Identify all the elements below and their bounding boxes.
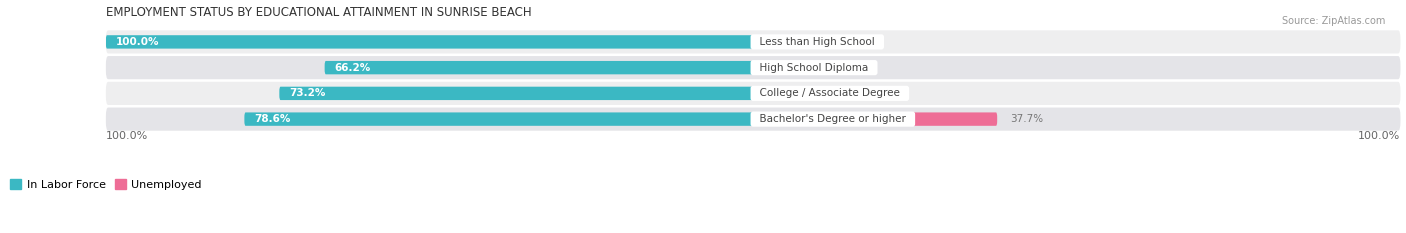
FancyBboxPatch shape <box>280 87 754 100</box>
Text: 0.0%: 0.0% <box>799 37 825 47</box>
Text: Less than High School: Less than High School <box>754 37 882 47</box>
FancyBboxPatch shape <box>105 108 1400 131</box>
Text: EMPLOYMENT STATUS BY EDUCATIONAL ATTAINMENT IN SUNRISE BEACH: EMPLOYMENT STATUS BY EDUCATIONAL ATTAINM… <box>105 6 531 19</box>
Text: 0.0%: 0.0% <box>799 88 825 98</box>
Text: 66.2%: 66.2% <box>335 63 371 73</box>
FancyBboxPatch shape <box>754 35 786 49</box>
Text: 100.0%: 100.0% <box>105 131 148 141</box>
FancyBboxPatch shape <box>754 61 786 74</box>
Text: 73.2%: 73.2% <box>290 88 325 98</box>
FancyBboxPatch shape <box>325 61 754 74</box>
FancyBboxPatch shape <box>754 113 997 126</box>
Text: 78.6%: 78.6% <box>254 114 291 124</box>
Text: 0.0%: 0.0% <box>799 63 825 73</box>
Text: High School Diploma: High School Diploma <box>754 63 875 73</box>
Text: 100.0%: 100.0% <box>115 37 159 47</box>
FancyBboxPatch shape <box>105 30 1400 54</box>
FancyBboxPatch shape <box>105 56 1400 79</box>
FancyBboxPatch shape <box>105 82 1400 105</box>
FancyBboxPatch shape <box>245 113 754 126</box>
Text: Source: ZipAtlas.com: Source: ZipAtlas.com <box>1281 16 1385 26</box>
Text: College / Associate Degree: College / Associate Degree <box>754 88 907 98</box>
Text: 100.0%: 100.0% <box>1358 131 1400 141</box>
FancyBboxPatch shape <box>754 87 786 100</box>
FancyBboxPatch shape <box>105 35 754 49</box>
Text: 37.7%: 37.7% <box>1010 114 1043 124</box>
Text: Bachelor's Degree or higher: Bachelor's Degree or higher <box>754 114 912 124</box>
Legend: In Labor Force, Unemployed: In Labor Force, Unemployed <box>6 175 207 194</box>
